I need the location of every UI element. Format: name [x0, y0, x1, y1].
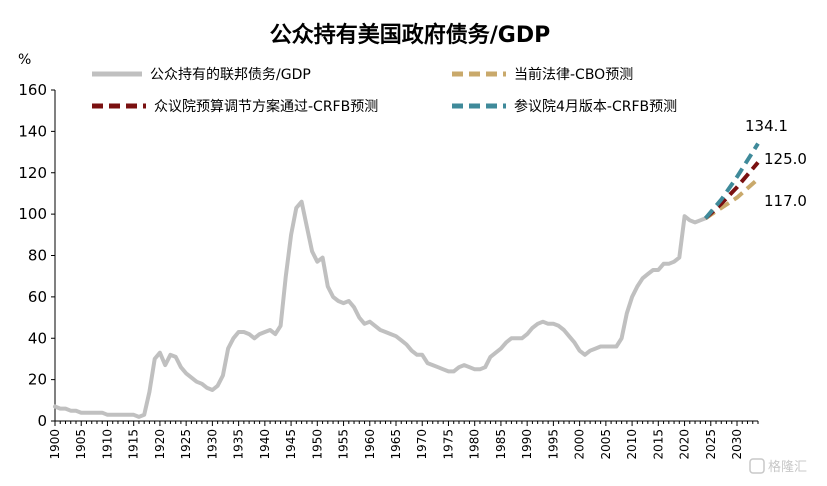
x-tick-label: 1910 [100, 429, 114, 460]
y-tick-label: 160 [18, 81, 47, 99]
x-axis-ticks: 1900 1905 1910 1915 1920 1925 1930 1935 1940 1945… [48, 421, 759, 460]
x-tick-label: 1900 [48, 429, 62, 460]
x-tick-label: 1940 [258, 429, 272, 460]
x-tick-label: 2000 [573, 429, 587, 460]
watermark: 格隆汇 [749, 458, 807, 475]
legend-item-historical: 公众持有的联邦债务/GDP [92, 67, 311, 83]
x-tick-label: 2025 [704, 429, 718, 460]
y-tick-label: 140 [18, 122, 47, 140]
legend: 公众持有的联邦债务/GDP 当前法律-CBO预测 众议院预算调节方案通过-CRF… [92, 66, 677, 115]
x-tick-label: 1975 [441, 429, 455, 460]
watermark-text: 格隆汇 [768, 459, 807, 475]
y-axis-ticks: 0 20 40 60 80 100 120 140 160 [18, 81, 55, 430]
legend-item-senate: 参议院4月版本-CRFB预测 [452, 98, 677, 115]
end-labels: 117.0 125.0 134.1 [745, 117, 807, 210]
end-label-house: 125.0 [764, 150, 807, 168]
x-tick-label: 1950 [310, 429, 324, 460]
x-tick-label: 1925 [179, 429, 193, 460]
x-tick-label: 2015 [651, 429, 665, 460]
x-tick-label: 1980 [468, 429, 482, 460]
x-tick-label: 1995 [546, 429, 560, 460]
x-tick-label: 1960 [363, 429, 377, 460]
end-label-senate: 134.1 [745, 117, 788, 135]
x-tick-label: 1930 [205, 429, 219, 460]
series-group [53, 142, 760, 419]
y-tick-label: 40 [28, 329, 47, 347]
y-tick-label: 100 [18, 205, 47, 223]
legend-label-cbo: 当前法律-CBO预测 [514, 66, 633, 83]
x-tick-label: 1935 [232, 429, 246, 460]
end-label-cbo: 117.0 [764, 192, 807, 210]
x-tick-label: 1970 [415, 429, 429, 460]
legend-label-house: 众议院预算调节方案通过-CRFB预测 [154, 98, 378, 115]
x-tick-label: 1965 [389, 429, 403, 460]
legend-label-historical: 公众持有的联邦债务/GDP [150, 67, 311, 83]
y-tick-label: 120 [18, 164, 47, 182]
x-tick-label: 1905 [74, 429, 88, 460]
watermark-logo-icon [749, 458, 765, 474]
x-tick-label: 1945 [284, 429, 298, 460]
series-house-line [704, 161, 760, 220]
x-tick-label: 2010 [625, 429, 639, 460]
series-senate-line [703, 142, 760, 220]
x-tick-label: 2030 [730, 429, 744, 460]
x-tick-label: 2005 [599, 429, 613, 460]
x-tick-label: 1955 [337, 429, 351, 460]
y-tick-label: 20 [28, 371, 47, 389]
legend-label-senate: 参议院4月版本-CRFB预测 [514, 98, 677, 115]
axes [54, 90, 758, 422]
legend-item-cbo: 当前法律-CBO预测 [452, 66, 633, 83]
x-tick-label: 2020 [678, 429, 692, 460]
chart-title: 公众持有美国政府债务/GDP [270, 22, 550, 48]
x-tick-label: 1990 [520, 429, 534, 460]
x-tick-label: 1920 [153, 429, 167, 460]
y-axis-unit: % [18, 52, 31, 68]
y-tick-label: 80 [28, 247, 47, 265]
legend-item-house: 众议院预算调节方案通过-CRFB预测 [92, 98, 378, 115]
x-tick-label: 1915 [127, 429, 141, 460]
x-tick-label: 1985 [494, 429, 508, 460]
y-tick-label: 0 [37, 412, 47, 430]
y-tick-label: 60 [28, 288, 47, 306]
series-historical-line [53, 199, 708, 419]
